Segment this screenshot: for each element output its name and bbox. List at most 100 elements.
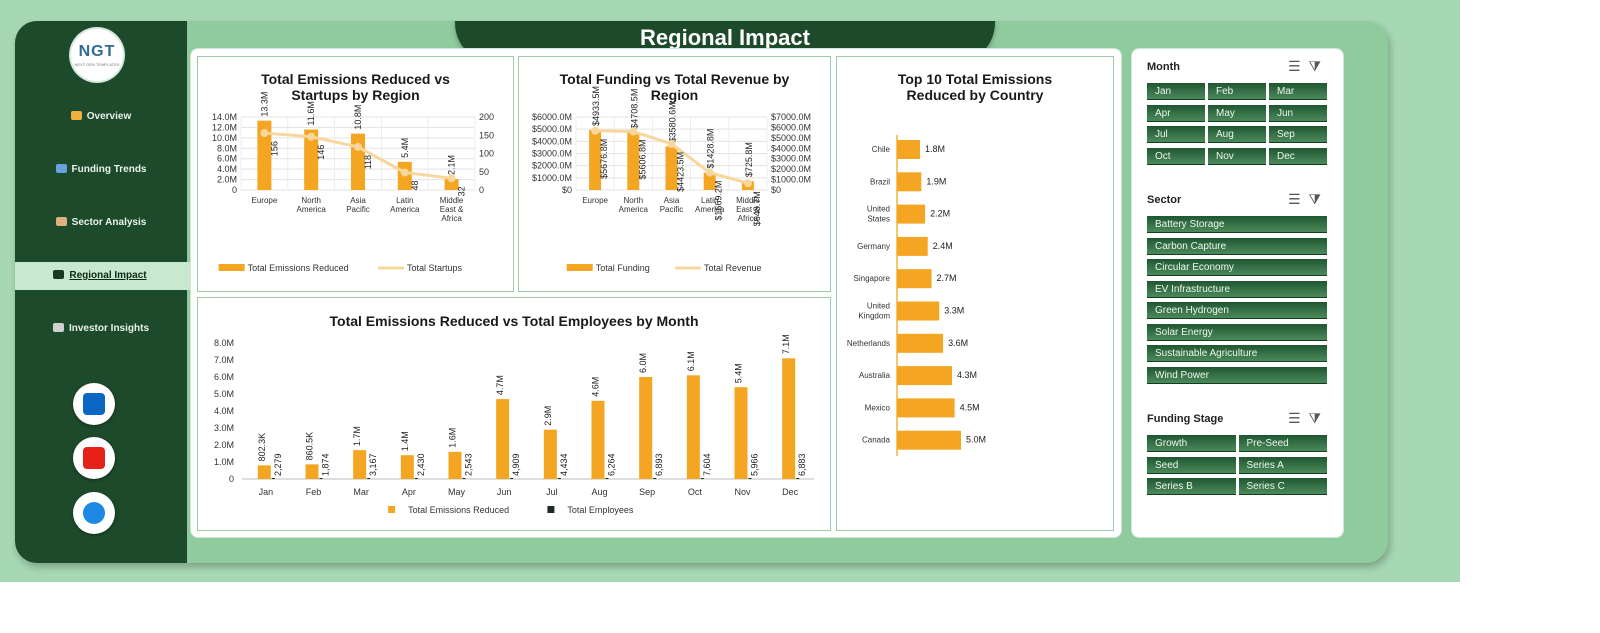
y-tick-label: $4000.0M bbox=[532, 136, 572, 146]
legend-label: Total Startups bbox=[407, 263, 463, 273]
slicer-item-series-b[interactable]: Series B bbox=[1147, 478, 1236, 495]
slicer-item-sustainable-agriculture[interactable]: Sustainable Agriculture bbox=[1147, 345, 1327, 362]
sidebar-item-investor-insights[interactable]: Investor Insights bbox=[15, 315, 187, 343]
y2-tick-label: 100 bbox=[479, 149, 494, 159]
sidebar-item-label: Regional Impact bbox=[69, 270, 147, 281]
clear-filter-icon[interactable]: ⧩ bbox=[1308, 191, 1329, 207]
sidebar-item-label: Overview bbox=[86, 111, 132, 122]
sidebar-item-sector-analysis[interactable]: Sector Analysis bbox=[15, 209, 187, 237]
bar-employees bbox=[462, 478, 466, 479]
bar-total-funding bbox=[627, 132, 640, 190]
linkedin-button[interactable] bbox=[73, 383, 115, 425]
data-label: 11.6M bbox=[306, 101, 316, 125]
slicer-item-series-c[interactable]: Series C bbox=[1238, 478, 1327, 495]
slicer-item-seed[interactable]: Seed bbox=[1147, 456, 1236, 474]
slicer-item-jan[interactable]: Jan bbox=[1147, 83, 1205, 100]
data-label: 4,909 bbox=[511, 453, 521, 476]
slicer-item-carbon-capture[interactable]: Carbon Capture bbox=[1147, 237, 1327, 255]
slicer-item-wind-power[interactable]: Wind Power bbox=[1147, 366, 1327, 384]
logo-subtext: NEXT GEN TEMPLATES bbox=[74, 62, 120, 67]
bar-employees bbox=[653, 478, 657, 479]
slicer-tools: ☰⧩ bbox=[1288, 410, 1329, 427]
bar-employees bbox=[271, 478, 275, 479]
bar-total-emissions-reduced bbox=[304, 129, 319, 190]
x-tick-label: Jan bbox=[259, 487, 274, 497]
legend-label: Total Emissions Reduced bbox=[248, 263, 349, 273]
point-total-revenue bbox=[667, 139, 676, 148]
slicer-item-ev-infrastructure[interactable]: EV Infrastructure bbox=[1147, 280, 1327, 298]
data-label: 860.5K bbox=[305, 432, 315, 461]
y2-tick-label: $3000.0M bbox=[771, 154, 811, 164]
slicer-item-sep[interactable]: Sep bbox=[1269, 126, 1327, 143]
slicer-item-battery-storage[interactable]: Battery Storage bbox=[1147, 216, 1327, 233]
data-label: 2,543 bbox=[464, 453, 474, 476]
data-label: $1428.8M bbox=[706, 129, 716, 169]
y-tick-label: $2000.0M bbox=[532, 161, 572, 171]
data-label: 2.7M bbox=[937, 273, 957, 283]
data-label: 4.5M bbox=[960, 402, 980, 412]
y-tick-label: 8.0M bbox=[214, 338, 234, 348]
y-tick-label: $1000.0M bbox=[532, 173, 572, 183]
y2-tick-label: 50 bbox=[479, 167, 489, 177]
slicer-panel: Month ☰⧩ Jan Feb Mar Apr May Jun Jul Aug Sep Oct Nov… bbox=[1131, 48, 1344, 538]
bar-employees bbox=[414, 478, 418, 479]
data-label: 118 bbox=[363, 155, 373, 169]
slicer-item-dec[interactable]: Dec bbox=[1269, 147, 1327, 165]
slicer-item-oct[interactable]: Oct bbox=[1147, 147, 1205, 165]
slicer-item-feb[interactable]: Feb bbox=[1208, 83, 1266, 100]
legend-label: Total Funding bbox=[596, 263, 650, 273]
y-tick-label: $5000.0M bbox=[532, 124, 572, 134]
slicer-item-circular-economy[interactable]: Circular Economy bbox=[1147, 259, 1327, 276]
data-label: 4,434 bbox=[559, 453, 569, 476]
slicer-item-aug[interactable]: Aug bbox=[1208, 126, 1266, 143]
slicer-item-series-a[interactable]: Series A bbox=[1238, 456, 1327, 474]
data-label: 10.8M bbox=[353, 105, 363, 130]
data-label: 4.7M bbox=[495, 375, 505, 395]
y-tick-label: 4.0M bbox=[217, 164, 237, 174]
slicer-item-solar-energy[interactable]: Solar Energy bbox=[1147, 323, 1327, 341]
clear-filter-icon[interactable]: ⧩ bbox=[1308, 410, 1329, 426]
slicer-item-jun[interactable]: Jun bbox=[1269, 104, 1327, 122]
x-tick-label: Jun bbox=[497, 487, 512, 497]
multi-select-icon[interactable]: ☰ bbox=[1287, 58, 1309, 74]
slicer-item-mar[interactable]: Mar bbox=[1269, 83, 1327, 100]
sidebar-item-overview[interactable]: Overview bbox=[15, 103, 187, 131]
bar-emissions bbox=[400, 455, 414, 479]
legend-swatch bbox=[388, 506, 396, 513]
data-label: 4.6M bbox=[591, 377, 601, 397]
sidebar-item-funding-trends[interactable]: Funding Trends bbox=[15, 156, 187, 184]
chart-emissions-vs-employees-month: Total Emissions Reduced vs Total Employe… bbox=[197, 297, 831, 531]
data-label: 802.3K bbox=[257, 433, 267, 462]
website-globe-button[interactable] bbox=[73, 492, 115, 534]
sidebar-item-regional-impact[interactable]: Regional Impact bbox=[15, 262, 191, 290]
y-tick-label: 1.0M bbox=[214, 457, 234, 467]
slicer-item-jul[interactable]: Jul bbox=[1147, 126, 1205, 143]
slicer-title-funding-stage: Funding Stage bbox=[1147, 413, 1224, 425]
data-label: 6,883 bbox=[797, 453, 807, 476]
multi-select-icon[interactable]: ☰ bbox=[1287, 191, 1309, 207]
y-tick-label: Singapore bbox=[854, 274, 891, 283]
slicer-item-growth[interactable]: Growth bbox=[1147, 435, 1236, 452]
trend-icon bbox=[55, 164, 67, 173]
y-tick-label: 4.0M bbox=[214, 406, 234, 416]
youtube-button[interactable] bbox=[73, 437, 115, 479]
slicer-item-green-hydrogen[interactable]: Green Hydrogen bbox=[1147, 302, 1327, 319]
x-tick-label: Aug bbox=[591, 487, 607, 497]
data-label: 3,167 bbox=[368, 453, 378, 476]
y-tick-label: 0 bbox=[232, 185, 237, 195]
point-total-startups bbox=[354, 142, 362, 151]
clear-filter-icon[interactable]: ⧩ bbox=[1308, 58, 1329, 74]
chart-title: Total Emissions Reduced vs Total Employe… bbox=[329, 313, 699, 329]
slicer-item-nov[interactable]: Nov bbox=[1208, 147, 1266, 165]
slicer-item-may[interactable]: May bbox=[1208, 104, 1266, 122]
legend-label: Total Employees bbox=[567, 505, 634, 515]
data-label: 2.1M bbox=[447, 155, 457, 175]
slicer-item-pre-seed[interactable]: Pre-Seed bbox=[1238, 435, 1327, 452]
data-label: 6,264 bbox=[607, 453, 617, 476]
y-tick-label: 5.0M bbox=[214, 389, 234, 399]
bar-employees bbox=[700, 478, 704, 479]
slicer-item-apr[interactable]: Apr bbox=[1147, 104, 1205, 122]
ngt-logo[interactable]: NGT NEXT GEN TEMPLATES bbox=[71, 29, 123, 81]
multi-select-icon[interactable]: ☰ bbox=[1287, 410, 1309, 426]
data-label: 1,874 bbox=[321, 453, 331, 476]
